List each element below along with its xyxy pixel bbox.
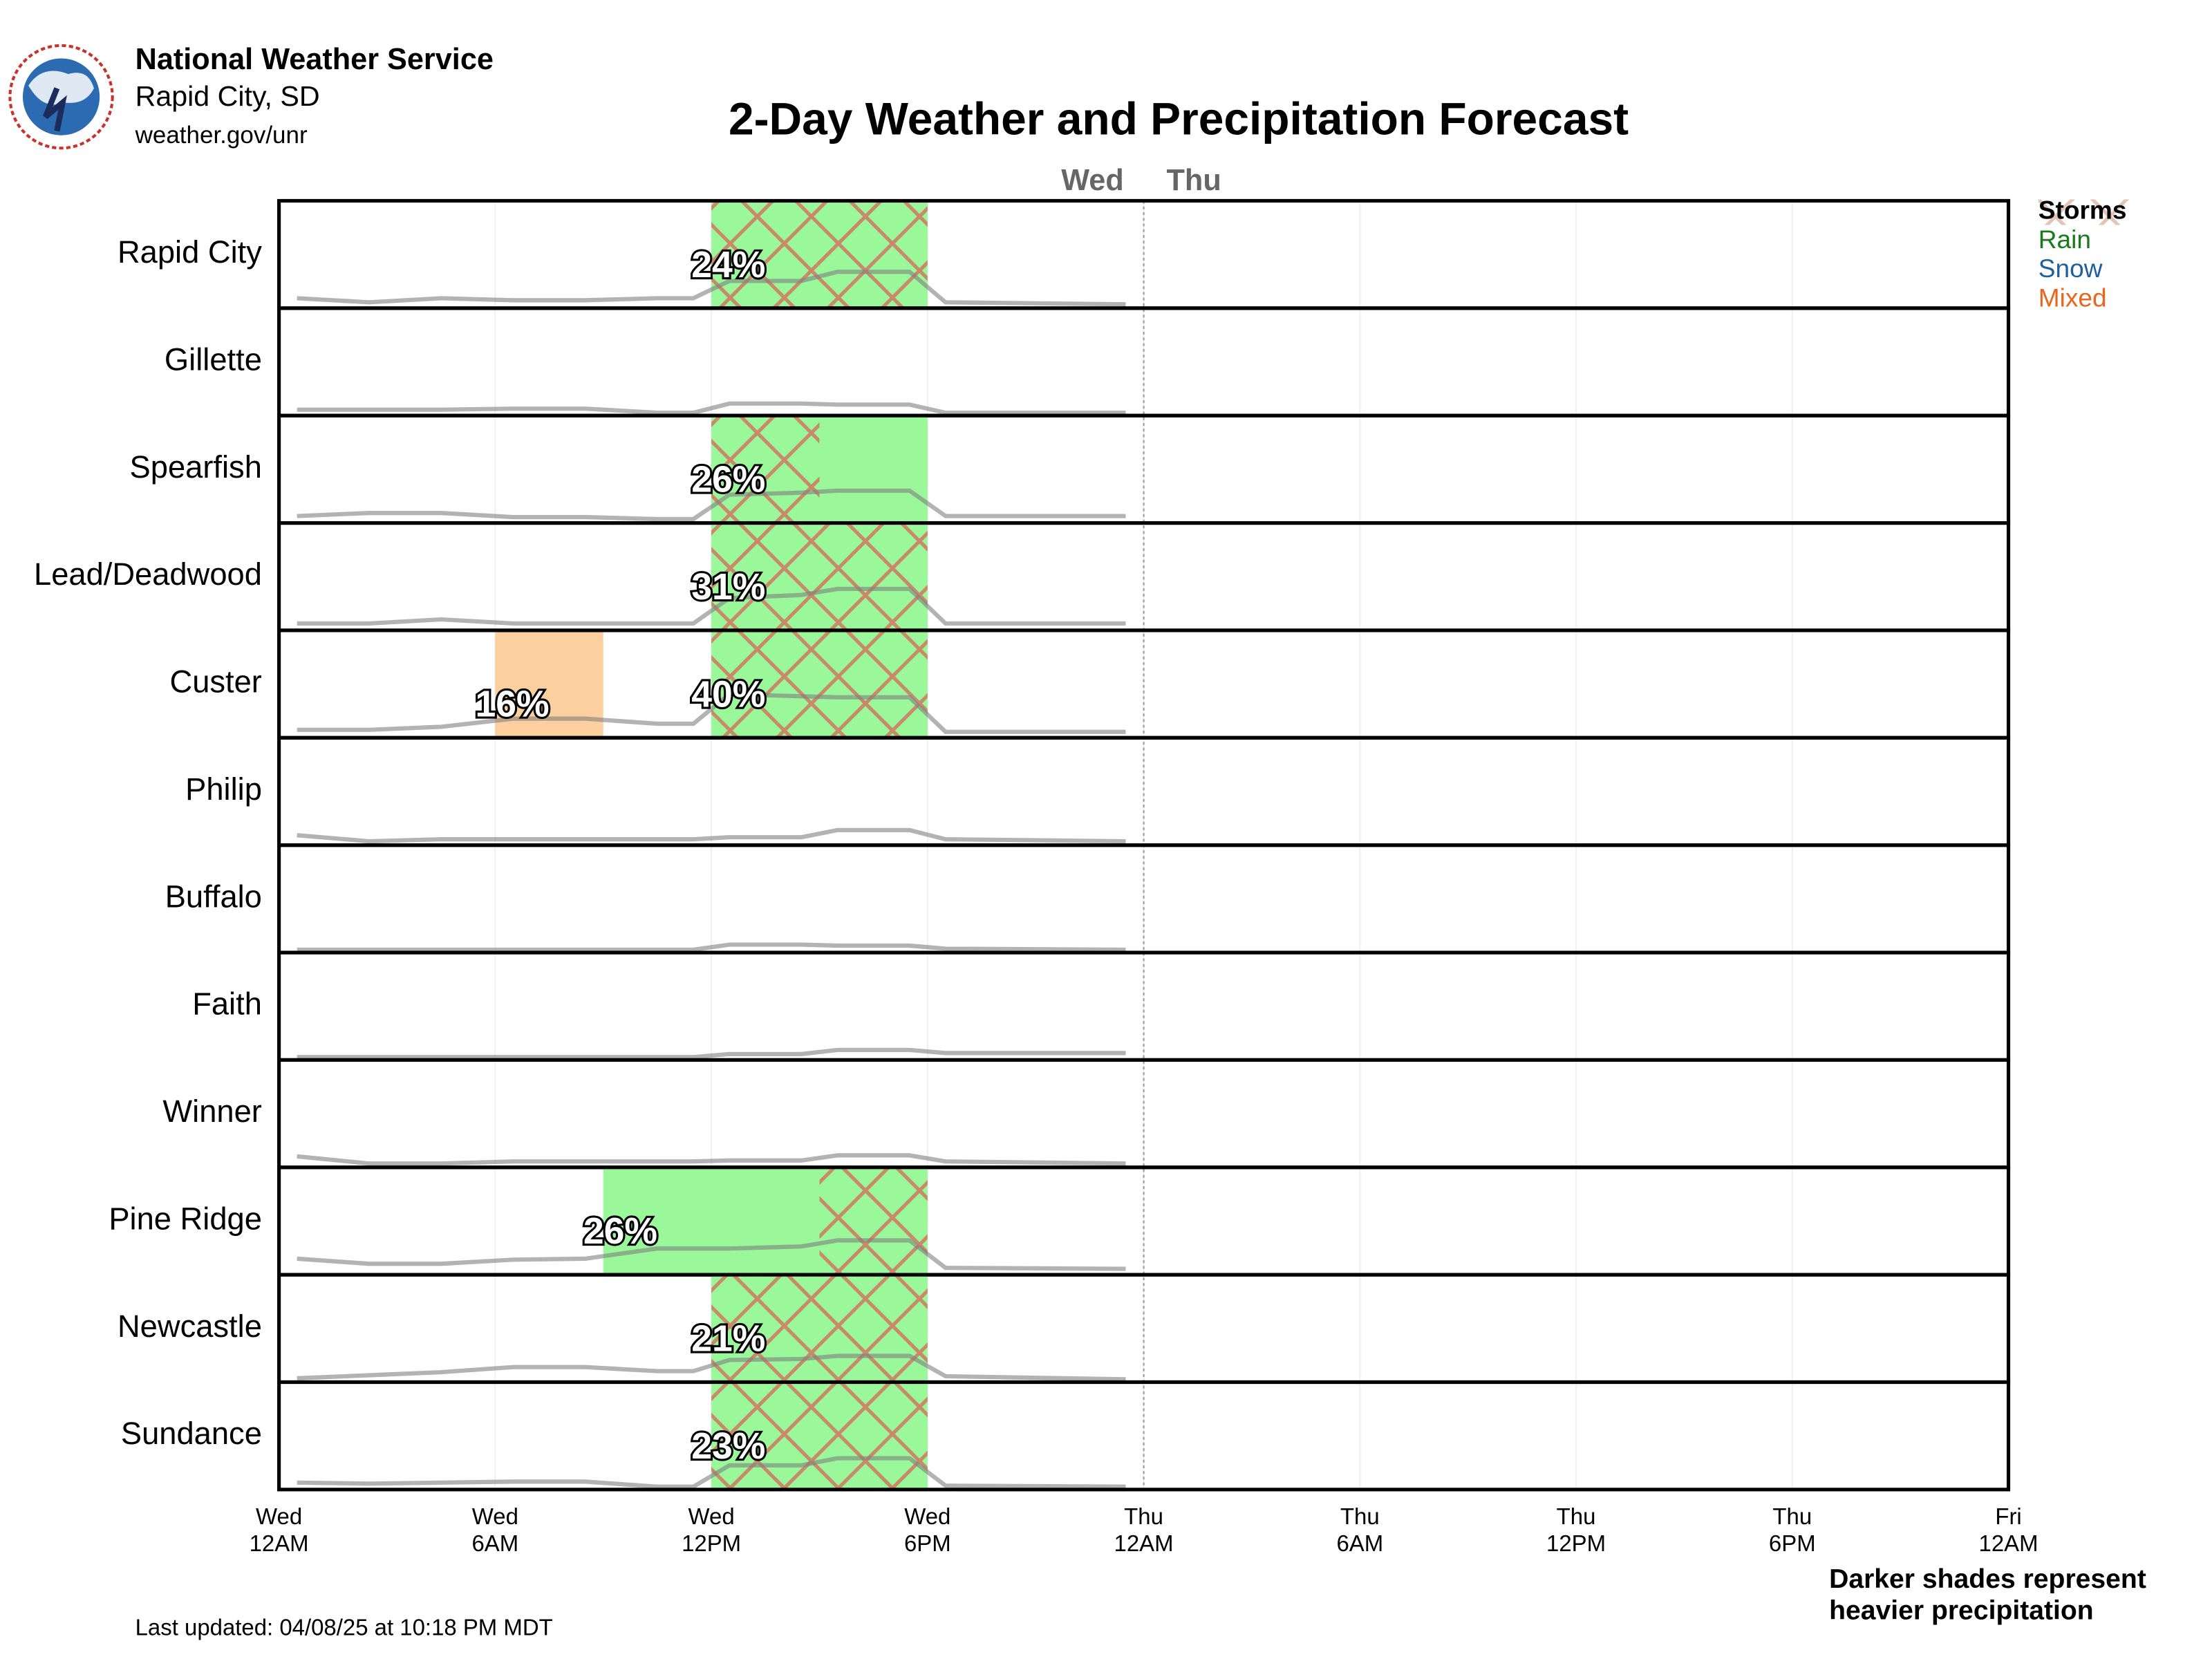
trace-line (297, 1456, 1126, 1489)
day-label: Wed (1061, 164, 1123, 197)
nws-logo (8, 44, 114, 150)
trace-line (297, 488, 1126, 522)
percent-label: 21% (691, 1318, 765, 1359)
row-label: Newcastle (118, 1309, 262, 1344)
percent-label: 23% (691, 1426, 765, 1467)
legend-entry: Storms (2038, 196, 2127, 225)
trace-line (297, 1353, 1126, 1382)
x-tick-sublabel: 6PM (904, 1530, 951, 1556)
plot: Wed12AMWed6AMWed12PMWed6PMThu12AMThu6AMT… (34, 164, 2135, 1556)
x-tick-sublabel: 12AM (250, 1530, 309, 1556)
storm-hatch (711, 200, 928, 308)
percent-label: 26% (583, 1211, 657, 1252)
x-tick-sublabel: 12PM (1546, 1530, 1606, 1556)
storm-hatch (711, 523, 928, 630)
percent-label: 40% (691, 674, 765, 715)
chart-title: 2-Day Weather and Precipitation Forecast (729, 93, 1629, 144)
legend-entry: Mixed (2038, 283, 2107, 312)
x-tick-sublabel: 6AM (471, 1530, 518, 1556)
updated-text: Last updated: 04/08/25 at 10:18 PM MDT (135, 1614, 553, 1640)
legend-hatch (2038, 199, 2135, 225)
x-tick-label: Thu (1340, 1503, 1380, 1529)
trace-line (297, 942, 1126, 952)
percent-label: 16% (475, 684, 549, 725)
legend-entry: Rain (2038, 225, 2091, 254)
row-label: Winner (162, 1094, 261, 1129)
x-tick-label: Thu (1124, 1503, 1163, 1529)
note-line: Darker shades represent (1829, 1564, 2146, 1594)
row-label: Buffalo (165, 879, 262, 914)
note-line: heavier precipitation (1829, 1595, 2094, 1625)
trace-line (297, 1153, 1126, 1166)
x-tick-label: Wed (256, 1503, 302, 1529)
x-tick-label: Wed (472, 1503, 518, 1529)
trace-line (297, 401, 1126, 415)
x-tick-label: Wed (688, 1503, 735, 1529)
row-label: Gillette (165, 341, 262, 377)
x-tick-label: Thu (1772, 1503, 1812, 1529)
percent-label: 24% (691, 245, 765, 285)
row-label: Faith (192, 986, 262, 1022)
row-frame (277, 1380, 2011, 1492)
storm-hatch (711, 1275, 928, 1382)
trace-line (297, 692, 1126, 734)
x-tick-label: Thu (1557, 1503, 1596, 1529)
row-label: Sundance (121, 1416, 262, 1451)
x-tick-label: Wed (904, 1503, 950, 1529)
legend-entry: Snow (2038, 254, 2103, 283)
percent-label: 26% (691, 460, 765, 500)
trace-line (297, 1047, 1126, 1060)
x-tick-sublabel: 6AM (1336, 1530, 1383, 1556)
storm-hatch (711, 630, 928, 738)
storm-hatch (819, 1167, 928, 1275)
row-label: Pine Ridge (109, 1201, 262, 1236)
office-name: Rapid City, SD (135, 80, 320, 112)
percent-label: 31% (691, 567, 765, 608)
trace-line (297, 270, 1126, 307)
row-label: Custer (169, 664, 261, 700)
trace-line (297, 586, 1126, 626)
x-tick-sublabel: 6PM (1769, 1530, 1816, 1556)
row-label: Rapid City (118, 234, 262, 270)
x-tick-sublabel: 12AM (1114, 1530, 1174, 1556)
row-label: Philip (185, 771, 262, 807)
office-url: weather.gov/unr (135, 122, 308, 149)
row-label: Spearfish (130, 449, 262, 485)
trace-line (297, 1238, 1126, 1271)
org-name: National Weather Service (135, 43, 494, 76)
storm-hatch (711, 1382, 928, 1490)
trace-line (297, 827, 1126, 844)
x-tick-sublabel: 12PM (682, 1530, 741, 1556)
day-label: Thu (1167, 164, 1221, 197)
x-tick-label: Fri (1995, 1503, 2021, 1529)
x-tick-sublabel: 12AM (1979, 1530, 2038, 1556)
row-label: Lead/Deadwood (34, 556, 262, 592)
storm-hatch (711, 415, 820, 523)
